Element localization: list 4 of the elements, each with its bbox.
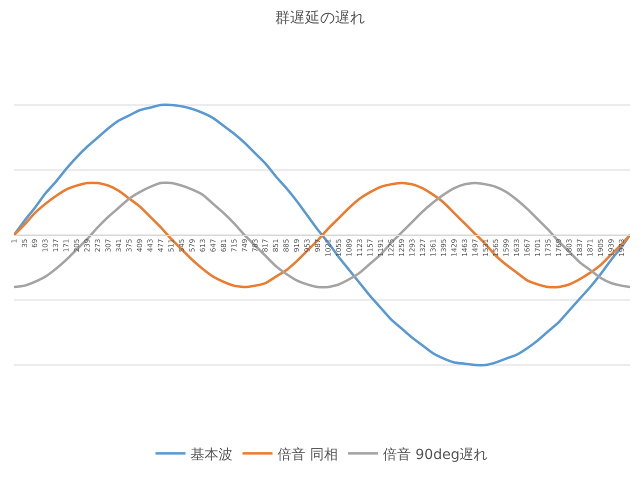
legend-label: 基本波 [190,446,232,463]
legend-label: 倍音 同相 [278,446,338,463]
legend-label: 倍音 90deg遅れ [382,446,488,463]
chart-title: 群遅延の遅れ [275,8,365,26]
